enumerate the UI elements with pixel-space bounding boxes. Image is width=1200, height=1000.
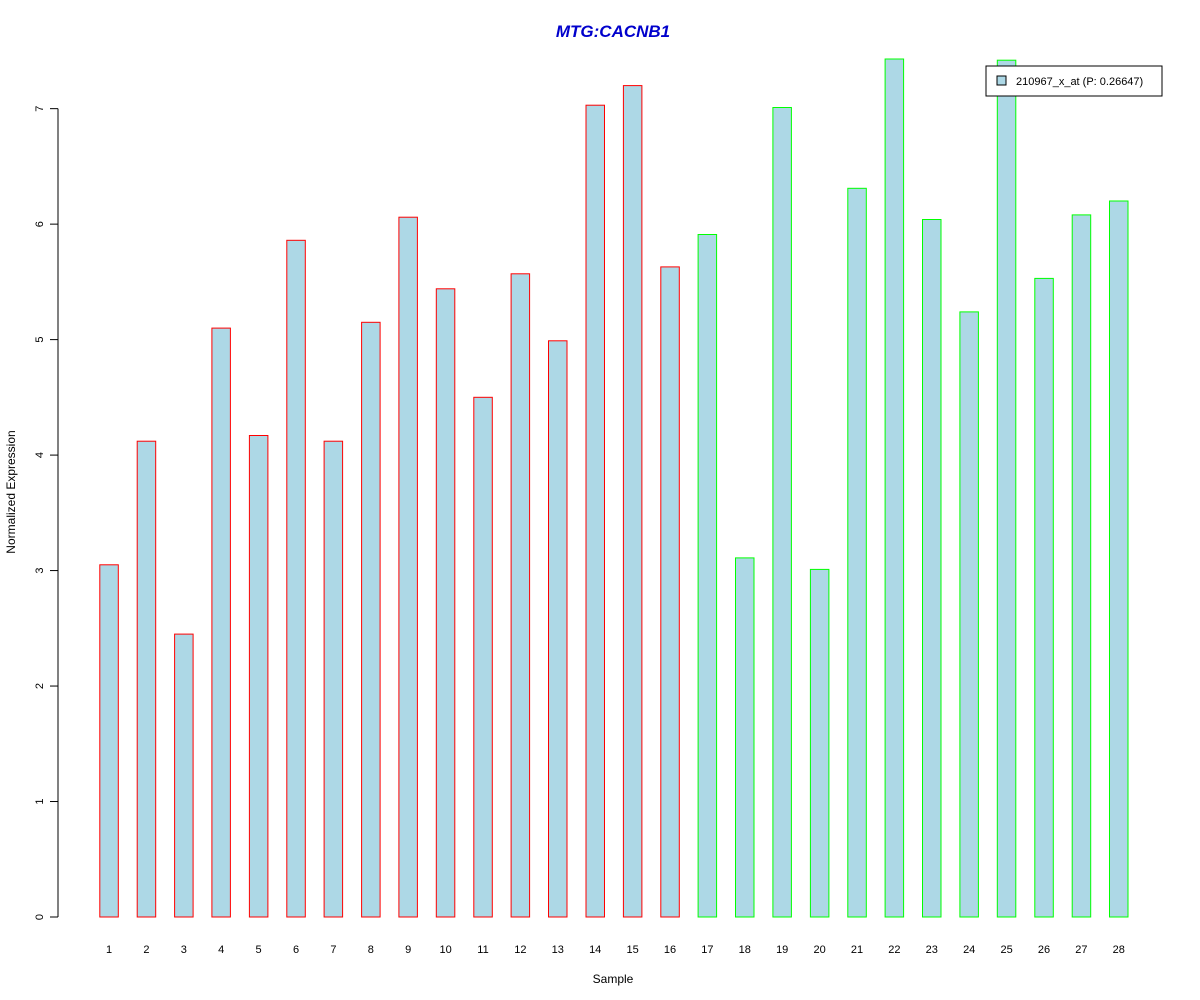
x-tick-label: 13: [552, 944, 564, 956]
bar-sample-4: [211, 327, 231, 918]
x-tick-label: 4: [218, 944, 224, 956]
y-tick-label: 2: [34, 683, 46, 689]
x-axis-label: Sample: [593, 972, 634, 986]
bars: [99, 58, 1129, 918]
bar-sample-28: [1109, 200, 1129, 918]
y-axis: 0 1 2 3 4 5 6 7: [34, 106, 59, 920]
x-tick-label: 23: [926, 944, 938, 956]
x-tick-label: 10: [439, 944, 451, 956]
bar-sample-6: [286, 239, 306, 918]
legend: 210967_x_at (P: 0.26647): [985, 65, 1163, 97]
x-tick-label: 11: [477, 944, 488, 956]
bar-sample-9: [398, 216, 418, 918]
bar-sample-1: [99, 564, 119, 918]
x-axis-labels: 1 2 3 4 5 6 7 8 9 10 11 12 13 14 15 16 17 18 19 20 21 22 23 24 2…: [106, 944, 1125, 956]
bar-sample-27: [1071, 214, 1092, 918]
y-tick-label: 1: [34, 798, 46, 804]
x-tick-label: 24: [963, 944, 975, 956]
bar-sample-2: [136, 440, 157, 918]
x-tick-label: 25: [1000, 944, 1012, 956]
x-tick-label: 9: [405, 944, 411, 956]
x-tick-label: 12: [514, 944, 526, 956]
bar-sample-20: [809, 568, 830, 918]
x-tick-label: 18: [739, 944, 751, 956]
x-tick-label: 22: [888, 944, 900, 956]
bar-sample-3: [174, 633, 194, 918]
x-tick-label: 27: [1075, 944, 1087, 956]
x-tick-label: 7: [330, 944, 336, 956]
x-tick-label: 8: [368, 944, 374, 956]
bar-sample-10: [435, 288, 456, 918]
y-tick-label: 3: [34, 568, 46, 574]
y-tick-label: 0: [34, 914, 46, 920]
bar-sample-26: [1034, 277, 1054, 918]
x-tick-label: 5: [256, 944, 262, 956]
x-tick-label: 28: [1113, 944, 1125, 956]
bar-sample-23: [922, 219, 942, 918]
bar-sample-14: [585, 104, 605, 918]
x-tick-label: 6: [293, 944, 299, 956]
bar-sample-18: [735, 557, 755, 918]
x-tick-label: 15: [626, 944, 638, 956]
bar-sample-16: [660, 266, 680, 918]
x-tick-label: 2: [143, 944, 149, 956]
x-tick-label: 16: [664, 944, 676, 956]
bar-sample-15: [622, 85, 643, 918]
legend-swatch: [996, 75, 1007, 86]
bar-sample-19: [772, 107, 792, 918]
bar-sample-21: [847, 187, 867, 918]
x-tick-label: 1: [106, 944, 112, 956]
y-tick-label: 6: [34, 221, 46, 227]
x-tick-label: 17: [701, 944, 713, 956]
bar-sample-5: [248, 435, 269, 918]
bar-sample-12: [510, 273, 531, 918]
x-tick-label: 20: [813, 944, 825, 956]
bar-sample-11: [473, 396, 493, 918]
x-tick-label: 26: [1038, 944, 1050, 956]
legend-label: 210967_x_at (P: 0.26647): [1016, 76, 1143, 88]
legend-box: [985, 65, 1163, 97]
bar-sample-7: [323, 440, 344, 918]
y-axis-label: Normalized Expression: [4, 430, 18, 553]
bar-sample-24: [959, 311, 979, 918]
y-tick-label: 5: [34, 337, 46, 343]
bar-sample-25: [996, 59, 1017, 918]
bar-sample-13: [548, 340, 568, 918]
bar-sample-8: [361, 321, 381, 918]
y-tick-label: 7: [34, 106, 46, 112]
bar-sample-17: [697, 234, 718, 918]
x-tick-label: 21: [851, 944, 863, 956]
y-tick-label: 4: [34, 452, 46, 458]
x-tick-label: 19: [776, 944, 788, 956]
x-tick-label: 3: [181, 944, 187, 956]
x-tick-label: 14: [589, 944, 601, 956]
chart-title: MTG:CACNB1: [556, 22, 670, 41]
bar-sample-22: [884, 58, 905, 918]
